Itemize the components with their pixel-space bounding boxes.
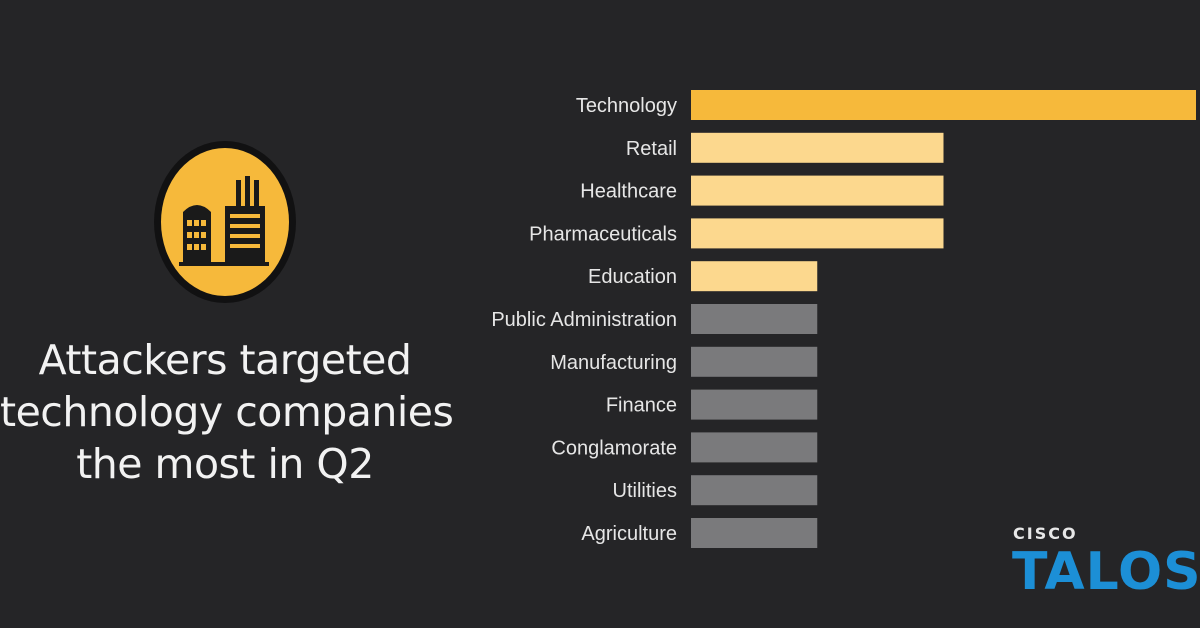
category-label: Retail xyxy=(626,138,677,160)
bar-technology xyxy=(691,90,1196,120)
category-label: Agriculture xyxy=(581,523,677,545)
bar-pharmaceuticals xyxy=(691,218,944,249)
category-label: Healthcare xyxy=(580,181,677,203)
category-label: Utilities xyxy=(613,480,677,502)
category-label: Pharmaceuticals xyxy=(529,223,677,245)
logo-cisco-text: CISCO xyxy=(1013,524,1078,543)
bar-utilities xyxy=(691,475,818,506)
category-label: Technology xyxy=(576,95,677,117)
bar-education xyxy=(691,261,818,292)
category-label: Manufacturing xyxy=(550,352,677,374)
headline-line-3: the most in Q2 xyxy=(76,440,374,488)
category-label: Conglamorate xyxy=(551,437,677,459)
bar-retail xyxy=(691,132,944,163)
headline: Attackers targeted technology companies … xyxy=(0,334,454,490)
bar-manufacturing xyxy=(691,346,818,377)
headline-line-1: Attackers targeted xyxy=(38,336,412,384)
bar-conglamorate xyxy=(691,432,818,463)
category-label: Finance xyxy=(606,395,677,417)
bar-finance xyxy=(691,389,818,420)
category-label: Public Administration xyxy=(491,309,677,331)
logo-talos-text: TALOS xyxy=(1012,542,1200,602)
bar-healthcare xyxy=(691,175,944,206)
headline-line-2: technology companies xyxy=(0,388,454,436)
cisco-talos-logo: CISCO TALOS xyxy=(1008,524,1200,604)
factory-buildings-icon xyxy=(153,140,298,305)
bar-agriculture xyxy=(691,518,818,548)
bar-public-administration xyxy=(691,304,818,334)
category-label: Education xyxy=(588,266,677,288)
